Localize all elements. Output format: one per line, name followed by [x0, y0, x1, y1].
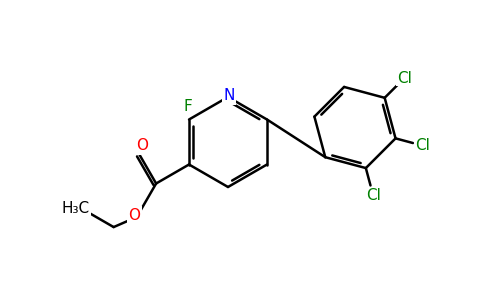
Text: H₃C: H₃C	[61, 201, 90, 216]
Text: F: F	[183, 99, 193, 114]
Text: Cl: Cl	[397, 70, 412, 86]
Text: Cl: Cl	[365, 188, 380, 202]
Text: Cl: Cl	[415, 138, 430, 153]
Text: N: N	[223, 88, 235, 104]
Text: O: O	[136, 138, 149, 153]
Text: O: O	[129, 208, 141, 223]
